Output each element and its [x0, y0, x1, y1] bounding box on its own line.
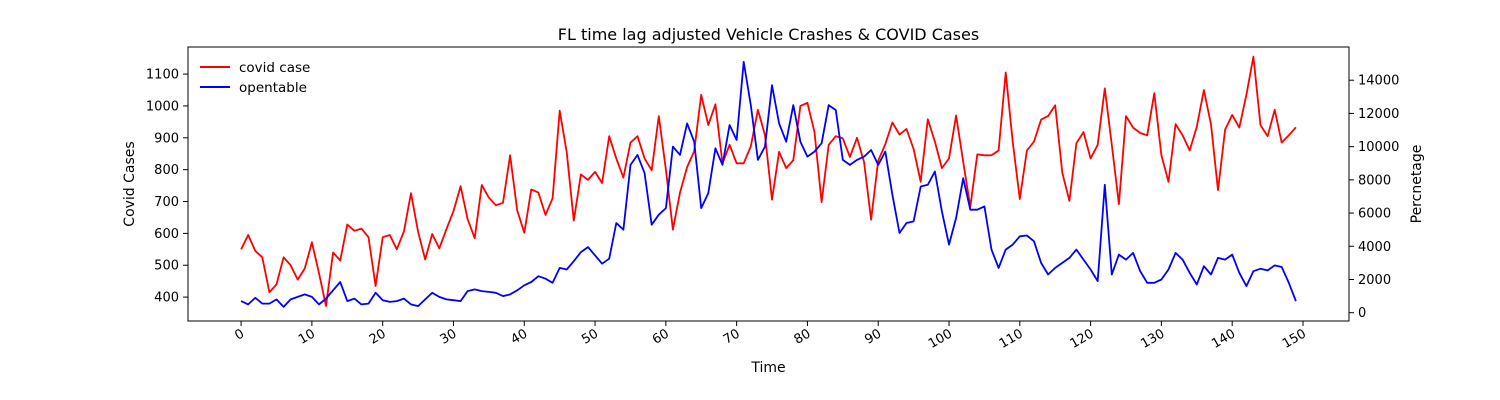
y-right-tick-label: 14000 [1358, 74, 1399, 89]
legend: covid case opentable [200, 60, 310, 96]
y-left-tick-label: 1000 [146, 99, 179, 114]
legend-label-covid-case: covid case [239, 60, 310, 76]
x-tick-label: 30 [438, 326, 460, 347]
y-right-tick-label: 2000 [1358, 273, 1391, 288]
series-line-covid-case [240, 55, 1297, 307]
y-axis-label-right: Percnetage [1409, 145, 1425, 224]
y-left-tick-label: 500 [154, 259, 179, 274]
y-left-tick-label: 700 [154, 195, 179, 210]
chart-title: FL time lag adjusted Vehicle Crashes & C… [558, 25, 979, 44]
x-tick-label: 10 [296, 326, 318, 347]
y-right-tick-label: 6000 [1358, 207, 1391, 222]
x-tick-label: 140 [1209, 326, 1238, 351]
x-tick-label: 150 [1280, 326, 1309, 351]
x-tick-label: 110 [997, 326, 1026, 351]
y-right-tick-label: 10000 [1358, 140, 1399, 155]
x-tick-label: 0 [232, 326, 247, 343]
x-axis: 0 10 20 30 40 50 60 70 80 90 100 110 120 130 140 150 [232, 321, 1309, 352]
y-left-tick-label: 600 [154, 227, 179, 242]
x-tick-label: 130 [1138, 326, 1167, 351]
y-left-tick-label: 1100 [146, 68, 179, 83]
x-tick-label: 120 [1068, 326, 1097, 351]
y-left-tick-label: 800 [154, 163, 179, 178]
y-right-tick-label: 8000 [1358, 173, 1391, 188]
plot-lines [240, 55, 1297, 308]
x-axis-label: Time [750, 360, 785, 376]
x-tick-label: 50 [579, 326, 601, 347]
y-left-tick-label: 900 [154, 131, 179, 146]
y-right-tick-label: 12000 [1358, 107, 1399, 122]
x-tick-label: 40 [508, 326, 530, 347]
y-right-tick-label: 4000 [1358, 240, 1391, 255]
x-tick-label: 60 [650, 326, 672, 347]
x-tick-label: 90 [862, 326, 884, 347]
series-line-opentable [240, 61, 1297, 308]
y-left-tick-label: 400 [154, 291, 179, 306]
x-tick-label: 20 [367, 326, 389, 347]
x-tick-label: 70 [721, 326, 743, 347]
y-axis-left: 400 500 600 700 800 900 1000 1100 [146, 68, 188, 306]
plot-frame [187, 46, 1350, 322]
y-right-tick-label: 0 [1358, 306, 1366, 321]
x-tick-label: 100 [926, 326, 955, 351]
y-axis-label-left: Covid Cases [122, 141, 138, 226]
legend-label-opentable: opentable [239, 80, 307, 96]
x-tick-label: 80 [792, 326, 814, 347]
y-axis-right: 0 2000 4000 6000 8000 10000 12000 14000 [1349, 74, 1399, 321]
